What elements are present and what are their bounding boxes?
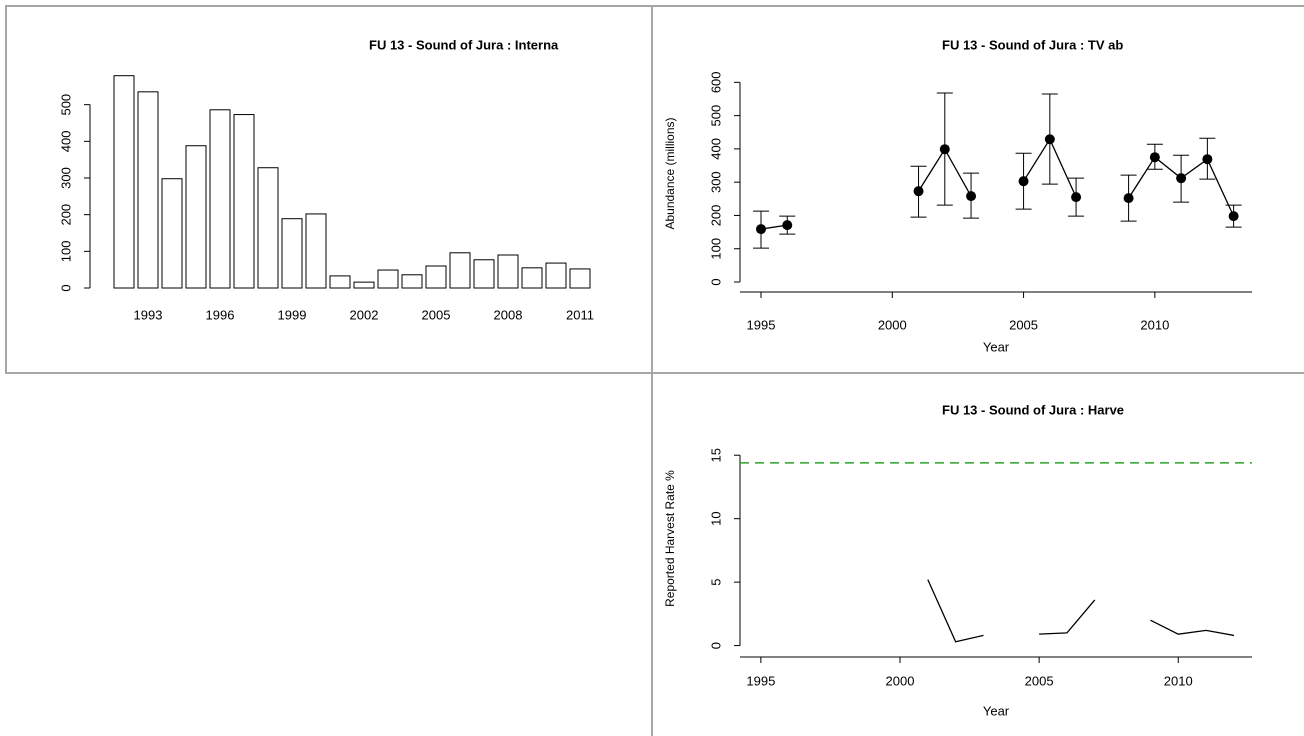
bar <box>569 268 591 289</box>
bar <box>401 274 423 289</box>
bar <box>497 254 519 289</box>
x-tick-label: 2010 <box>1164 673 1193 688</box>
x-tick-label: 2002 <box>350 307 379 322</box>
y-tick-label: 200 <box>708 205 723 227</box>
y-tick-label: 300 <box>708 171 723 193</box>
x-tick-label: 1993 <box>134 307 163 322</box>
x-tick-label: 1995 <box>746 673 775 688</box>
bar <box>473 259 495 289</box>
x-axis-label: Year <box>983 703 1010 718</box>
y-tick-label: 0 <box>58 284 73 291</box>
point <box>1228 211 1239 222</box>
point <box>1071 192 1082 203</box>
chart-title: FU 13 - Sound of Jura : TV ab <box>942 37 1123 52</box>
point <box>939 144 950 155</box>
x-tick-label: 1995 <box>747 317 776 332</box>
x-tick-label: 2005 <box>422 307 451 322</box>
y-tick-label: 200 <box>58 204 73 226</box>
y-tick-label: 400 <box>708 138 723 160</box>
y-tick-label: 500 <box>708 105 723 127</box>
bar <box>137 91 159 289</box>
x-tick-label: 2008 <box>494 307 523 322</box>
bar <box>449 252 471 289</box>
bar <box>545 262 567 289</box>
x-tick-label: 1996 <box>206 307 235 322</box>
bar <box>281 218 303 289</box>
bar <box>161 178 183 289</box>
y-tick-label: 10 <box>708 511 723 525</box>
y-tick-label: 0 <box>708 278 723 285</box>
x-axis-label: Year <box>983 339 1010 354</box>
chart: FU 13 - Sound of Jura : Interna 0 100 200 30… <box>58 37 594 322</box>
x-tick-label: 2005 <box>1009 317 1038 332</box>
y-axis-label: Abundance (millions) <box>663 117 677 229</box>
point <box>756 224 767 235</box>
bar <box>113 75 135 289</box>
point <box>1044 134 1055 145</box>
point <box>1202 154 1213 165</box>
bar <box>521 267 543 289</box>
chart-title: FU 13 - Sound of Jura : Harve <box>942 402 1124 417</box>
point <box>782 220 793 231</box>
bar <box>209 109 231 289</box>
line <box>760 137 1235 230</box>
point <box>966 191 977 202</box>
x-tick-label: 2000 <box>878 317 907 332</box>
panel <box>651 372 1304 736</box>
y-tick-label: 0 <box>708 642 723 649</box>
point <box>1149 152 1160 163</box>
y-tick-label: 400 <box>58 130 73 152</box>
y-tick-label: 600 <box>708 71 723 93</box>
chart-title: FU 13 - Sound of Jura : Interna <box>369 37 559 52</box>
chart: FU 13 - Sound of Jura : Harve 0 5 10 15 Repor… <box>663 402 1252 718</box>
point <box>1123 193 1134 204</box>
bar <box>329 275 351 289</box>
y-tick-label: 5 <box>708 579 723 586</box>
line <box>927 579 1235 643</box>
y-tick-label: 500 <box>58 94 73 116</box>
point <box>1018 176 1029 187</box>
panel <box>5 5 653 374</box>
bar <box>185 145 207 289</box>
bar <box>257 167 279 289</box>
x-tick-label: 2005 <box>1025 673 1054 688</box>
bar <box>305 213 327 289</box>
y-axis-label: Reported Harvest Rate % <box>663 470 677 607</box>
bar <box>425 265 447 289</box>
x-tick-label: 2010 <box>1140 317 1169 332</box>
y-tick-label: 300 <box>58 167 73 189</box>
x-tick-label: 2000 <box>886 673 915 688</box>
bar <box>233 114 255 289</box>
y-tick-label: 15 <box>708 448 723 462</box>
bar <box>377 269 399 289</box>
x-tick-label: 1999 <box>278 307 307 322</box>
y-tick-label: 100 <box>708 238 723 260</box>
point <box>913 186 924 197</box>
chart: FU 13 - Sound of Jura : TV ab 0 100 200 300 4… <box>663 37 1252 354</box>
x-tick-label: 2011 <box>566 307 594 322</box>
point <box>1176 173 1187 184</box>
y-tick-label: 100 <box>58 240 73 262</box>
bar <box>353 281 375 289</box>
